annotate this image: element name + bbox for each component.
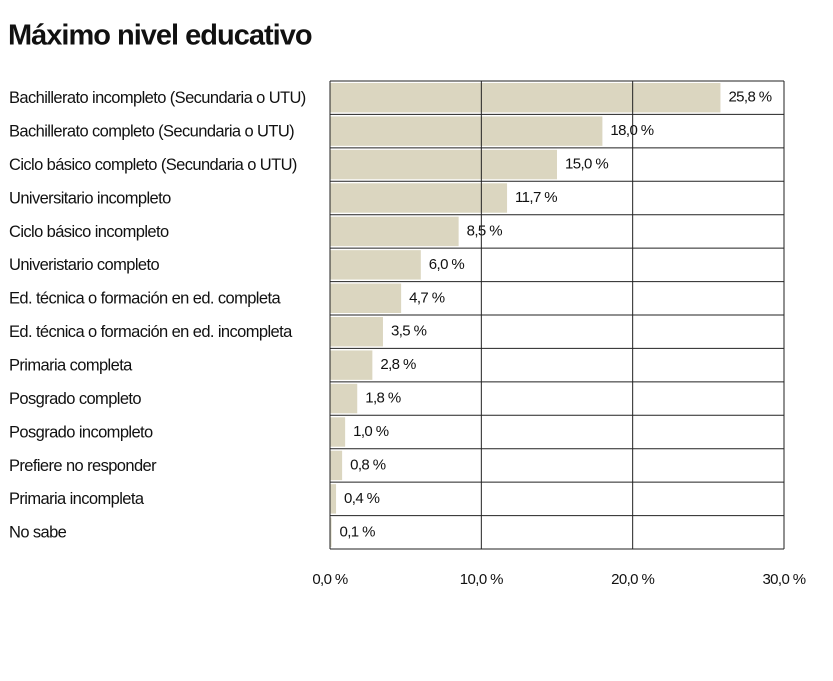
bar: [330, 450, 343, 481]
bar: [330, 216, 459, 247]
value-label: 1,8 %: [365, 390, 401, 407]
value-label: 0,1 %: [340, 523, 376, 540]
y-tick-label: Prefiere no responder: [9, 457, 157, 475]
y-tick-label: Posgrado completo: [9, 390, 141, 408]
x-tick-label: 0,0 %: [312, 571, 348, 588]
y-tick-label: Ciclo básico incompleto: [9, 223, 169, 241]
bar: [330, 484, 337, 514]
value-label: 2,8 %: [380, 356, 416, 373]
bar: [330, 517, 332, 547]
bar: [330, 116, 603, 146]
value-label: 25,8 %: [728, 89, 771, 106]
y-tick-label: Univeristario completo: [9, 256, 159, 274]
y-tick-label: Universitario incompleto: [9, 189, 171, 207]
y-tick-label: Posgrado incompleto: [9, 423, 153, 441]
value-label: 15,0 %: [565, 156, 608, 173]
bar: [330, 383, 358, 414]
x-tick-label: 20,0 %: [611, 571, 654, 588]
y-tick-label: Primaria completa: [9, 357, 133, 375]
y-tick-label: Ed. técnica o formación en ed. completa: [9, 290, 281, 308]
x-tick-label: 30,0 %: [762, 571, 805, 588]
chart-title: Máximo nivel educativo: [8, 20, 312, 52]
y-tick-label: Primaria incompleta: [9, 490, 145, 508]
value-label: 11,7 %: [515, 189, 557, 206]
bar: [330, 417, 346, 447]
value-label: 0,8 %: [350, 456, 386, 473]
bar: [330, 350, 373, 380]
x-tick-label: 10,0 %: [460, 571, 503, 588]
value-label: 18,0 %: [610, 122, 653, 139]
bar: [330, 250, 421, 280]
value-label: 0,4 %: [344, 490, 380, 507]
value-label: 1,0 %: [353, 423, 389, 440]
bar: [330, 83, 721, 113]
y-tick-label: Ciclo básico completo (Secundaria o UTU): [9, 156, 297, 174]
bar: [330, 283, 402, 313]
bar: [330, 317, 383, 347]
y-tick-label: Bachillerato incompleto (Secundaria o UT…: [9, 89, 306, 107]
value-label: 6,0 %: [429, 256, 465, 273]
y-tick-label: Bachillerato completo (Secundaria o UTU): [9, 123, 294, 141]
y-tick-label: No sabe: [9, 524, 67, 542]
bar: [330, 149, 557, 180]
y-tick-label: Ed. técnica o formación en ed. incomplet…: [9, 323, 293, 341]
value-label: 4,7 %: [409, 289, 445, 306]
value-label: 8,5 %: [467, 222, 503, 239]
value-label: 3,5 %: [391, 323, 427, 340]
bar: [330, 183, 508, 213]
